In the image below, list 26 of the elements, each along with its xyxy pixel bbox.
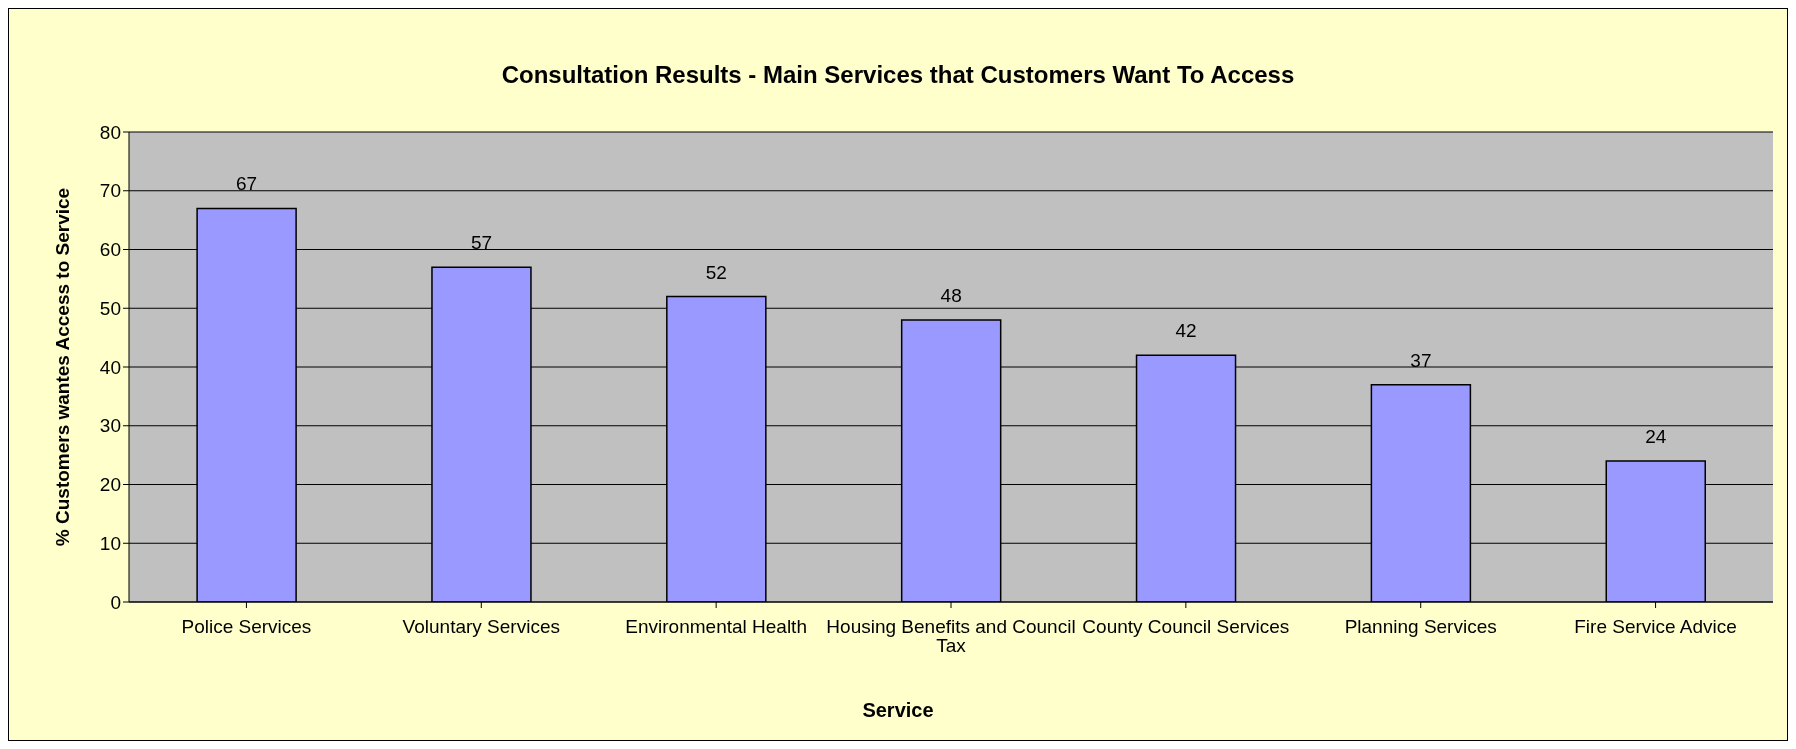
y-tick-label: 60 bbox=[99, 239, 121, 261]
y-tick-label: 40 bbox=[99, 356, 121, 378]
data-label: 52 bbox=[705, 261, 727, 283]
x-tick-label: Police Services bbox=[181, 616, 312, 638]
x-tick-label: Housing Benefits and Council Tax bbox=[826, 616, 1076, 657]
y-tick-label: 80 bbox=[99, 121, 121, 143]
data-label: 57 bbox=[470, 232, 493, 254]
x-tick-label: Planning Services bbox=[1344, 616, 1497, 638]
chart-title: Consultation Results - Main Services that Customers Want To Access bbox=[500, 61, 1296, 89]
data-label: 24 bbox=[1645, 426, 1667, 447]
y-tick-label: 0 bbox=[110, 591, 121, 613]
data-label: 37 bbox=[1410, 349, 1432, 371]
data-label: 42 bbox=[1175, 320, 1197, 342]
x-tick-label: Voluntary Services bbox=[402, 616, 560, 638]
y-axis-title: % Customers wantes Access to Service bbox=[51, 187, 73, 547]
y-tick-label: 20 bbox=[99, 474, 121, 496]
data-label: 48 bbox=[940, 285, 962, 306]
x-tick-label: Fire Service Advice bbox=[1574, 616, 1737, 638]
x-tick-label: Environmental Health bbox=[625, 616, 807, 638]
y-tick-label: 50 bbox=[99, 297, 121, 319]
x-axis-title: Service bbox=[861, 699, 935, 722]
y-tick-label: 30 bbox=[99, 415, 121, 437]
y-tick-label: 70 bbox=[99, 180, 121, 202]
y-tick-label: 10 bbox=[99, 532, 121, 554]
data-label: 67 bbox=[236, 173, 258, 195]
x-tick-label: County Council Services bbox=[1082, 616, 1290, 638]
